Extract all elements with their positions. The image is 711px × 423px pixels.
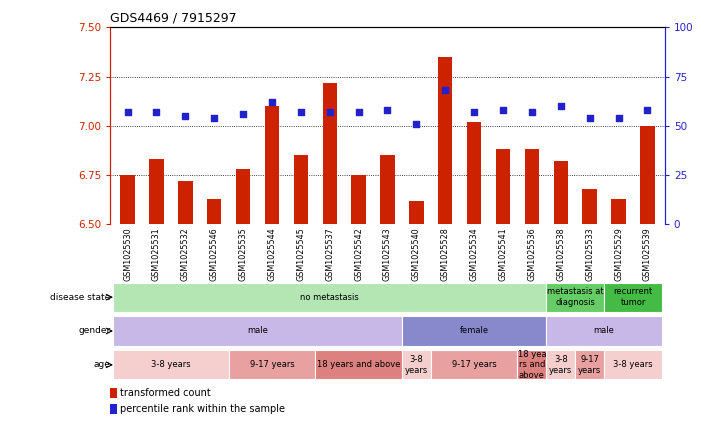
Point [555,103,567,110]
Text: transformed count: transformed count [120,388,211,398]
Bar [604,350,662,379]
Bar [351,175,366,224]
Text: recurrent
tumor: recurrent tumor [614,288,653,307]
Bar [438,57,452,224]
Text: GSM1025531: GSM1025531 [152,227,161,280]
Text: GSM1025542: GSM1025542 [354,227,363,281]
Text: GSM1025543: GSM1025543 [383,227,392,280]
Bar [409,201,424,224]
Bar [431,350,518,379]
Text: metastasis at
diagnosis: metastasis at diagnosis [547,288,604,307]
Text: GDS4469 / 7915297: GDS4469 / 7915297 [110,12,237,25]
Bar [323,82,337,224]
Bar [496,149,510,224]
Bar [236,169,250,224]
Bar [546,316,662,346]
Bar [178,181,193,224]
Point [151,109,162,115]
Text: GSM1025530: GSM1025530 [123,227,132,280]
Bar [402,316,546,346]
Text: GSM1025536: GSM1025536 [528,227,536,280]
Text: GSM1025535: GSM1025535 [239,227,247,281]
Text: 3-8
years: 3-8 years [549,355,572,374]
Bar [110,404,117,415]
Point [237,111,249,118]
Text: 18 years and above: 18 years and above [317,360,400,369]
Text: 3-8 years: 3-8 years [151,360,191,369]
Bar [525,149,539,224]
Bar [546,350,575,379]
Bar [113,283,546,312]
Point [613,115,624,121]
Text: GSM1025541: GSM1025541 [498,227,508,280]
Text: disease state: disease state [50,293,110,302]
Bar [554,161,568,224]
Text: gender: gender [78,327,110,335]
Text: male: male [594,327,614,335]
Text: GSM1025529: GSM1025529 [614,227,623,281]
Bar [120,175,135,224]
Text: percentile rank within the sample: percentile rank within the sample [120,404,285,415]
Bar [264,106,279,224]
Point [266,99,277,106]
Point [526,109,538,115]
Point [439,87,451,94]
Text: GSM1025532: GSM1025532 [181,227,190,281]
Text: GSM1025528: GSM1025528 [441,227,450,281]
Bar [575,350,604,379]
Text: GSM1025544: GSM1025544 [267,227,277,280]
Bar [207,199,221,224]
Text: female: female [459,327,488,335]
Text: GSM1025538: GSM1025538 [556,227,565,280]
Text: GSM1025539: GSM1025539 [643,227,652,281]
Text: GSM1025545: GSM1025545 [296,227,305,281]
Text: age: age [94,360,110,369]
Point [208,115,220,121]
Text: 18 yea
rs and
above: 18 yea rs and above [518,350,546,380]
Point [122,109,133,115]
Bar [611,199,626,224]
Text: GSM1025546: GSM1025546 [210,227,219,280]
Bar [113,350,229,379]
Point [469,109,480,115]
Text: GSM1025533: GSM1025533 [585,227,594,280]
Bar [315,350,402,379]
Point [180,113,191,119]
Bar [149,159,164,224]
Text: 3-8 years: 3-8 years [613,360,653,369]
Bar [582,189,597,224]
Point [382,107,393,113]
Point [642,107,653,113]
Bar [294,155,308,224]
Point [411,121,422,127]
Text: 3-8
years: 3-8 years [405,355,428,374]
Text: GSM1025540: GSM1025540 [412,227,421,280]
Text: male: male [247,327,268,335]
Text: no metastasis: no metastasis [300,293,359,302]
Text: GSM1025534: GSM1025534 [470,227,479,280]
Point [324,109,336,115]
Text: 9-17 years: 9-17 years [451,360,496,369]
Bar [518,350,546,379]
Bar [402,350,431,379]
Bar [546,283,604,312]
Point [353,109,364,115]
Point [295,109,306,115]
Bar [467,122,481,224]
Text: 9-17
years: 9-17 years [578,355,602,374]
Bar [640,126,655,224]
Bar [604,283,662,312]
Point [584,115,595,121]
Bar [113,316,402,346]
Point [498,107,509,113]
Bar [110,388,117,398]
Bar [229,350,315,379]
Text: 9-17 years: 9-17 years [250,360,294,369]
Bar [380,155,395,224]
Text: GSM1025537: GSM1025537 [325,227,334,281]
